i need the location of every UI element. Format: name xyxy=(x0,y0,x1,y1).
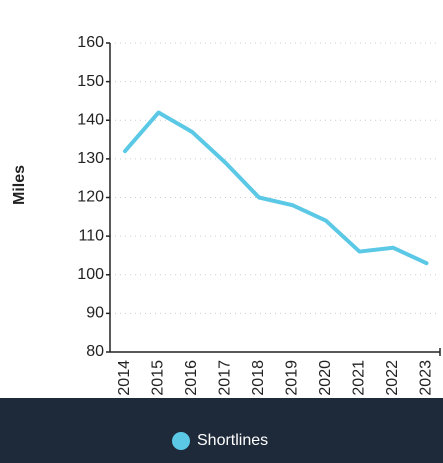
legend-marker xyxy=(172,432,190,450)
legend-label: Shortlines xyxy=(197,432,268,449)
y-tick-label: 110 xyxy=(78,227,104,244)
y-tick-label: 140 xyxy=(77,111,104,128)
x-tick-label: 2018 xyxy=(250,360,267,396)
y-tick-label: 100 xyxy=(77,266,104,283)
y-axis-label: Miles xyxy=(11,165,28,205)
y-tick-label: 120 xyxy=(77,189,104,206)
x-tick-label: 2023 xyxy=(418,360,435,396)
x-tick-label: 2015 xyxy=(150,360,167,396)
x-tick-label: 2022 xyxy=(384,360,401,396)
x-tick-label: 2014 xyxy=(116,360,133,396)
x-tick-label: 2016 xyxy=(183,360,200,396)
y-tick-label: 90 xyxy=(86,305,104,322)
line xyxy=(123,110,429,266)
y-tick-label: 150 xyxy=(77,73,104,90)
y-tick-label: 80 xyxy=(86,343,104,360)
legend-background xyxy=(0,398,443,463)
x-tick-label: 2020 xyxy=(317,360,334,396)
y-tick-label: 160 xyxy=(77,34,104,51)
y-tick-label: 130 xyxy=(77,150,104,167)
x-tick-label: 2017 xyxy=(217,360,234,396)
x-tick-label: 2019 xyxy=(284,360,301,396)
x-tick-label: 2021 xyxy=(351,360,368,396)
